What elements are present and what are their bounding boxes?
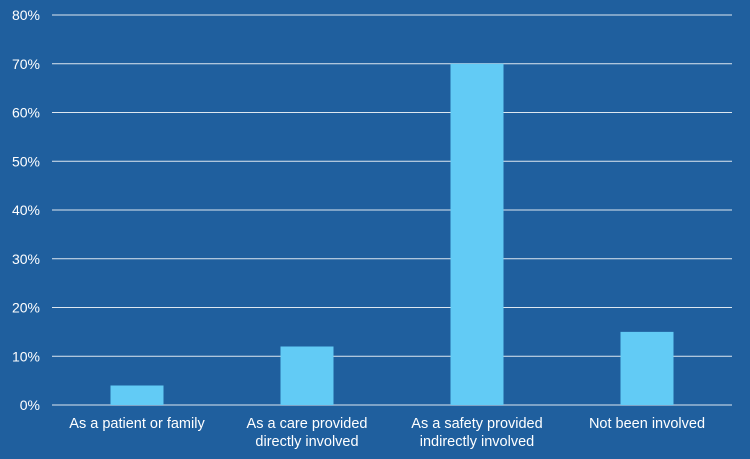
- y-tick-label: 60%: [12, 105, 40, 121]
- y-tick-label: 80%: [12, 7, 40, 23]
- category-label-1: As a patient or family: [69, 416, 205, 432]
- y-tick-label: 30%: [12, 251, 40, 267]
- y-tick-label: 0%: [20, 397, 40, 413]
- y-tick-label: 20%: [12, 300, 40, 316]
- y-axis-tick-labels: 0% 10% 20% 30% 40% 50% 60% 70% 80%: [12, 7, 40, 413]
- category-label-3: As a safety provided indirectly involved: [411, 416, 542, 450]
- bar-4: [620, 331, 674, 405]
- bar-1: [110, 385, 164, 405]
- x-axis-category-labels: As a patient or family As a care provided…: [69, 416, 705, 450]
- category-label-2: As a care provided directly involved: [247, 416, 368, 450]
- y-tick-label: 70%: [12, 56, 40, 72]
- y-tick-label: 10%: [12, 348, 40, 364]
- bar-2: [280, 346, 334, 405]
- gridlines: [52, 14, 732, 406]
- y-tick-label: 40%: [12, 202, 40, 218]
- bar-3: [450, 63, 504, 405]
- category-label-4: Not been involved: [589, 416, 705, 432]
- bars: [110, 63, 674, 405]
- y-tick-label: 50%: [12, 153, 40, 169]
